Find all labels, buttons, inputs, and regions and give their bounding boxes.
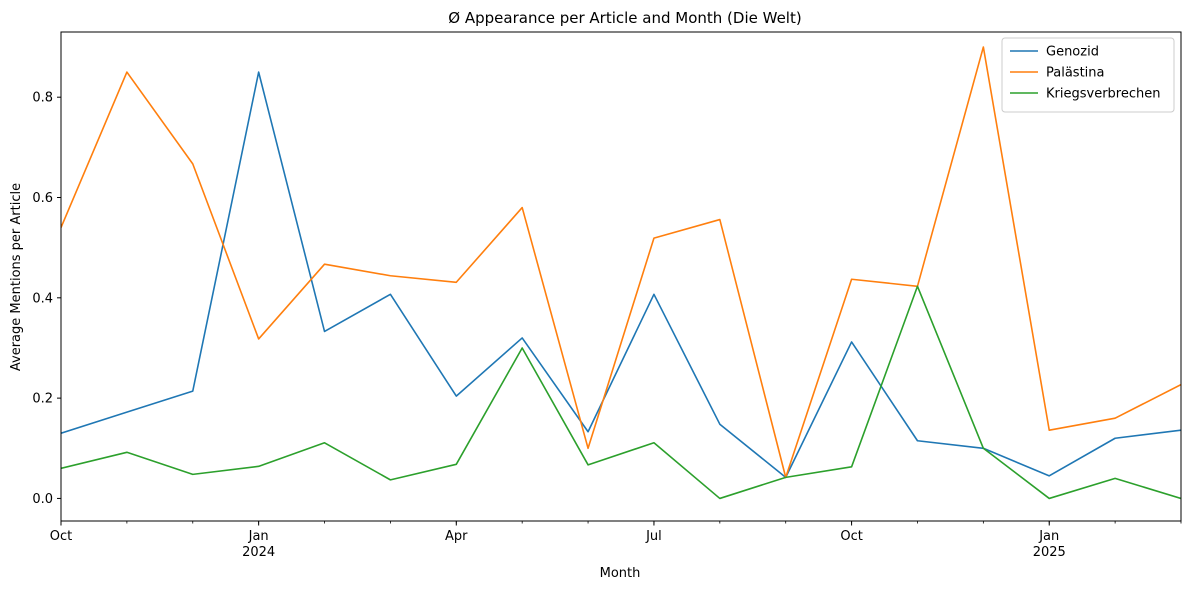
y-tick-label: 0.2 bbox=[32, 392, 53, 407]
series-line-genozid bbox=[61, 71, 1181, 479]
x-tick-label: Jan bbox=[1038, 529, 1059, 544]
series-line-kriegsverbrechen bbox=[61, 285, 1181, 500]
x-tick-label: Apr bbox=[445, 529, 468, 544]
legend-label-kriegsverbrechen: Kriegsverbrechen bbox=[1046, 87, 1160, 102]
x-tick-label: Jul bbox=[645, 529, 662, 544]
x-tick-label: Oct bbox=[50, 529, 72, 544]
x-tick-label: Jan bbox=[248, 529, 269, 544]
y-axis-label: Average Mentions per Article bbox=[9, 183, 24, 371]
y-tick-label: 0.0 bbox=[32, 492, 53, 507]
legend: Genozid Palästina Kriegsverbrechen bbox=[1001, 37, 1175, 113]
legend-label-genozid: Genozid bbox=[1046, 45, 1099, 60]
x-tick-year-label: 2025 bbox=[1033, 545, 1066, 560]
legend-label-pal-stina: Palästina bbox=[1046, 66, 1105, 81]
y-tick-label: 0.4 bbox=[32, 291, 53, 306]
y-tick-label: 0.8 bbox=[32, 91, 53, 106]
chart-title: Ø Appearance per Article and Month (Die … bbox=[448, 9, 801, 27]
x-axis-label: Month bbox=[600, 566, 641, 581]
x-tick-label: Oct bbox=[840, 529, 862, 544]
x-tick-year-label: 2024 bbox=[242, 545, 275, 560]
legend-box bbox=[1001, 37, 1175, 113]
y-tick-label: 0.6 bbox=[32, 191, 53, 206]
series-line-pal-stina bbox=[61, 46, 1181, 479]
axes-frame bbox=[60, 31, 1182, 522]
